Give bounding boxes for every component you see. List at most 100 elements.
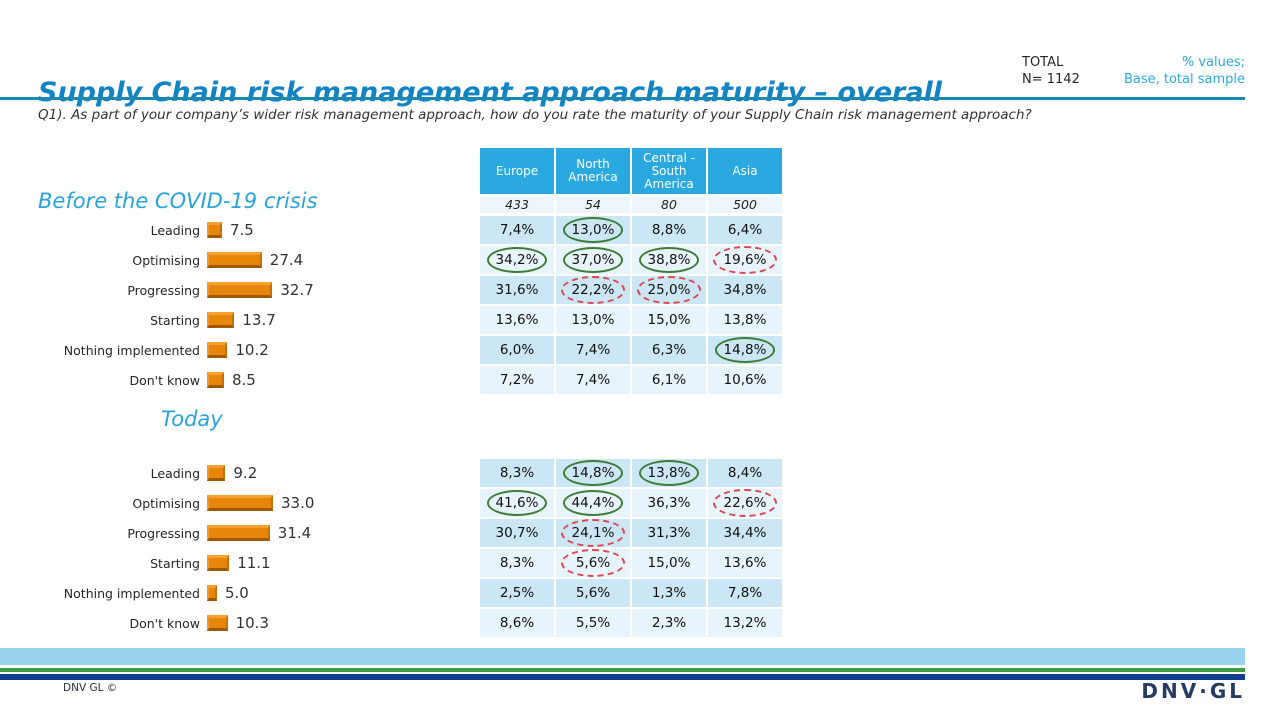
table-cell: 5,6%	[556, 549, 630, 577]
table-cell: 36,3%	[632, 489, 706, 517]
table-before: 7,4% 13,0% 8,8% 6,4% 34,2% 37,0% 38,8% 1…	[480, 216, 782, 394]
category-label: Don't know	[129, 372, 200, 388]
bar	[207, 252, 262, 268]
table-cell: 1,3%	[632, 579, 706, 607]
chart-row: Nothing implemented 5.0	[30, 579, 475, 607]
table-cell: 34,4%	[708, 519, 782, 547]
base-n-central-south-america: 80	[632, 196, 706, 213]
total-sample-block: TOTAL N= 1142	[1022, 54, 1080, 88]
chart-row: Don't know 10.3	[30, 609, 475, 637]
chart-row: Optimising 33.0	[30, 489, 475, 517]
table-cell: 8,8%	[632, 216, 706, 244]
table-cell: 14,8%	[708, 336, 782, 364]
bar	[207, 495, 273, 511]
table-cell: 13,6%	[708, 549, 782, 577]
bar-value: 33.0	[281, 494, 315, 512]
table-cell: 2,3%	[632, 609, 706, 637]
table-cell: 15,0%	[632, 549, 706, 577]
section-heading-before: Before the COVID-19 crisis	[38, 189, 318, 213]
chart-row: Leading 7.5	[30, 216, 475, 244]
chart-row: Progressing 32.7	[30, 276, 475, 304]
note-line-2: Base, total sample	[1123, 72, 1245, 87]
title-divider	[0, 97, 1245, 100]
table-cell: 6,4%	[708, 216, 782, 244]
bar	[207, 312, 235, 328]
category-label: Leading	[150, 222, 200, 238]
category-label: Optimising	[132, 252, 200, 268]
category-label: Starting	[150, 555, 200, 571]
table-cell: 5,6%	[556, 579, 630, 607]
table-cell: 8,4%	[708, 459, 782, 487]
table-cell: 41,6%	[480, 489, 554, 517]
table-cell: 19,6%	[708, 246, 782, 274]
table-cell: 13,8%	[708, 306, 782, 334]
table-cell: 22,6%	[708, 489, 782, 517]
chart-row: Nothing implemented 10.2	[30, 336, 475, 364]
bar	[207, 282, 273, 298]
bar	[207, 585, 217, 601]
table-cell: 10,6%	[708, 366, 782, 394]
category-label: Don't know	[129, 615, 200, 631]
table-cell: 25,0%	[632, 276, 706, 304]
bar-value: 11.1	[237, 554, 271, 572]
base-n-asia: 500	[708, 196, 782, 213]
chart-row: Optimising 27.4	[30, 246, 475, 274]
table-today: 8,3% 14,8% 13,8% 8,4% 41,6% 44,4% 36,3% …	[480, 459, 782, 637]
table-cell: 8,6%	[480, 609, 554, 637]
section-heading-today: Today	[161, 407, 223, 431]
dnv-gl-logo: DNV·GL	[1141, 679, 1245, 703]
chart-row: Starting 11.1	[30, 549, 475, 577]
table-cell: 15,0%	[632, 306, 706, 334]
table-cell: 31,6%	[480, 276, 554, 304]
bar-value: 8.5	[232, 371, 256, 389]
bar	[207, 615, 228, 631]
category-label: Starting	[150, 312, 200, 328]
bar-chart-today: Leading 9.2 Optimising 33.0 Progressing 31.…	[30, 459, 475, 637]
table-cell: 7,8%	[708, 579, 782, 607]
bar	[207, 555, 230, 571]
bar	[207, 342, 228, 358]
copyright-text: DNV GL ©	[63, 682, 118, 694]
table-cell: 6,3%	[632, 336, 706, 364]
values-note: % values; Base, total sample	[1124, 54, 1245, 88]
table-cell: 24,1%	[556, 519, 630, 547]
chart-row: Don't know 8.5	[30, 366, 475, 394]
bar	[207, 222, 222, 238]
column-header-europe: Europe	[480, 148, 554, 194]
base-n-europe: 433	[480, 196, 554, 213]
table-cell: 7,4%	[480, 216, 554, 244]
table-cell: 13,0%	[556, 216, 630, 244]
column-header-north-america: North America	[556, 148, 630, 194]
footer-lightblue-band	[0, 648, 1245, 665]
table-cell: 6,0%	[480, 336, 554, 364]
table-cell: 13,8%	[632, 459, 706, 487]
bar	[207, 372, 224, 388]
table-cell: 14,8%	[556, 459, 630, 487]
bar-value: 10.3	[235, 614, 269, 632]
column-header-asia: Asia	[708, 148, 782, 194]
bar	[207, 465, 226, 481]
total-n-value: N= 1142	[1022, 72, 1080, 87]
bar-chart-before: Leading 7.5 Optimising 27.4 Progressing 32.…	[30, 216, 475, 394]
table-cell: 38,8%	[632, 246, 706, 274]
table-cell: 34,8%	[708, 276, 782, 304]
table-cell: 7,4%	[556, 336, 630, 364]
bar-value: 32.7	[280, 281, 314, 299]
category-label: Optimising	[132, 495, 200, 511]
bar-value: 27.4	[269, 251, 304, 269]
note-line-1: % values;	[1181, 55, 1245, 70]
table-cell: 37,0%	[556, 246, 630, 274]
table-cell: 7,2%	[480, 366, 554, 394]
table-cell: 30,7%	[480, 519, 554, 547]
table-cell: 8,3%	[480, 549, 554, 577]
region-table-header: Europe North America Central - South Ame…	[480, 148, 782, 213]
bar-value: 5.0	[225, 584, 249, 602]
bar-value: 7.5	[230, 221, 254, 239]
footer-navy-stripe	[0, 674, 1245, 680]
table-cell: 22,2%	[556, 276, 630, 304]
table-cell: 13,0%	[556, 306, 630, 334]
table-cell: 13,2%	[708, 609, 782, 637]
table-cell: 34,2%	[480, 246, 554, 274]
total-label: TOTAL	[1022, 55, 1064, 70]
table-cell: 5,5%	[556, 609, 630, 637]
